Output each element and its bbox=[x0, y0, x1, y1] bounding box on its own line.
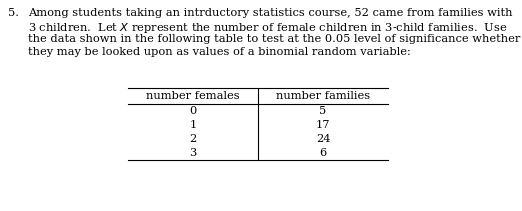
Text: number females: number females bbox=[146, 91, 240, 101]
Text: 5.: 5. bbox=[8, 8, 19, 18]
Text: 17: 17 bbox=[316, 120, 330, 130]
Text: Among students taking an intrductory statistics course, 52 came from families wi: Among students taking an intrductory sta… bbox=[28, 8, 513, 18]
Text: 2: 2 bbox=[189, 134, 197, 144]
Text: number families: number families bbox=[276, 91, 370, 101]
Text: the data shown in the following table to test at the 0.05 level of significance : the data shown in the following table to… bbox=[28, 34, 520, 44]
Text: they may be looked upon as values of a binomial random variable:: they may be looked upon as values of a b… bbox=[28, 47, 411, 57]
Text: 24: 24 bbox=[316, 134, 330, 144]
Text: 6: 6 bbox=[319, 148, 327, 158]
Text: 0: 0 bbox=[189, 106, 197, 116]
Text: 3 children.  Let $X$ represent the number of female children in 3-child families: 3 children. Let $X$ represent the number… bbox=[28, 21, 507, 35]
Text: 1: 1 bbox=[189, 120, 197, 130]
Text: 3: 3 bbox=[189, 148, 197, 158]
Text: 5: 5 bbox=[319, 106, 327, 116]
